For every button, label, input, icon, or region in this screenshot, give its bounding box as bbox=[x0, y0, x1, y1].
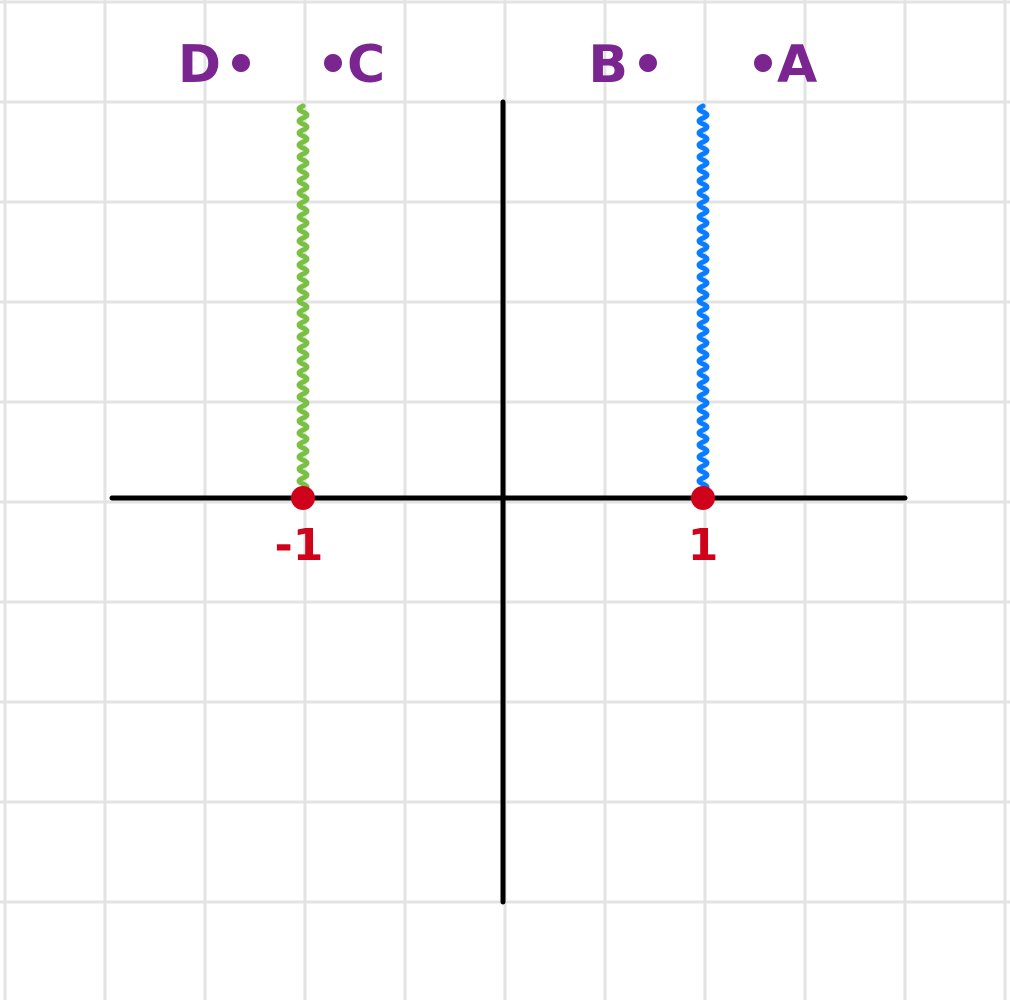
tick-label: -1 bbox=[275, 520, 324, 571]
branch-point-marker bbox=[691, 486, 715, 510]
right-branch-cut bbox=[696, 103, 710, 493]
axes bbox=[109, 99, 908, 905]
point-marker bbox=[232, 54, 250, 72]
branch-points bbox=[291, 486, 715, 510]
point-label: C bbox=[347, 35, 385, 95]
point-marker bbox=[754, 54, 772, 72]
sample-points: A B C D bbox=[178, 35, 817, 95]
tick-labels: -1 1 bbox=[275, 520, 719, 571]
point-label: D bbox=[178, 35, 221, 95]
point-label: A bbox=[777, 35, 817, 95]
branch-cuts bbox=[296, 103, 710, 493]
point-marker bbox=[324, 54, 342, 72]
point-label: B bbox=[588, 35, 628, 95]
tick-label: 1 bbox=[688, 520, 719, 571]
left-branch-cut bbox=[296, 103, 310, 493]
point-marker bbox=[639, 54, 657, 72]
branch-point-marker bbox=[291, 486, 315, 510]
